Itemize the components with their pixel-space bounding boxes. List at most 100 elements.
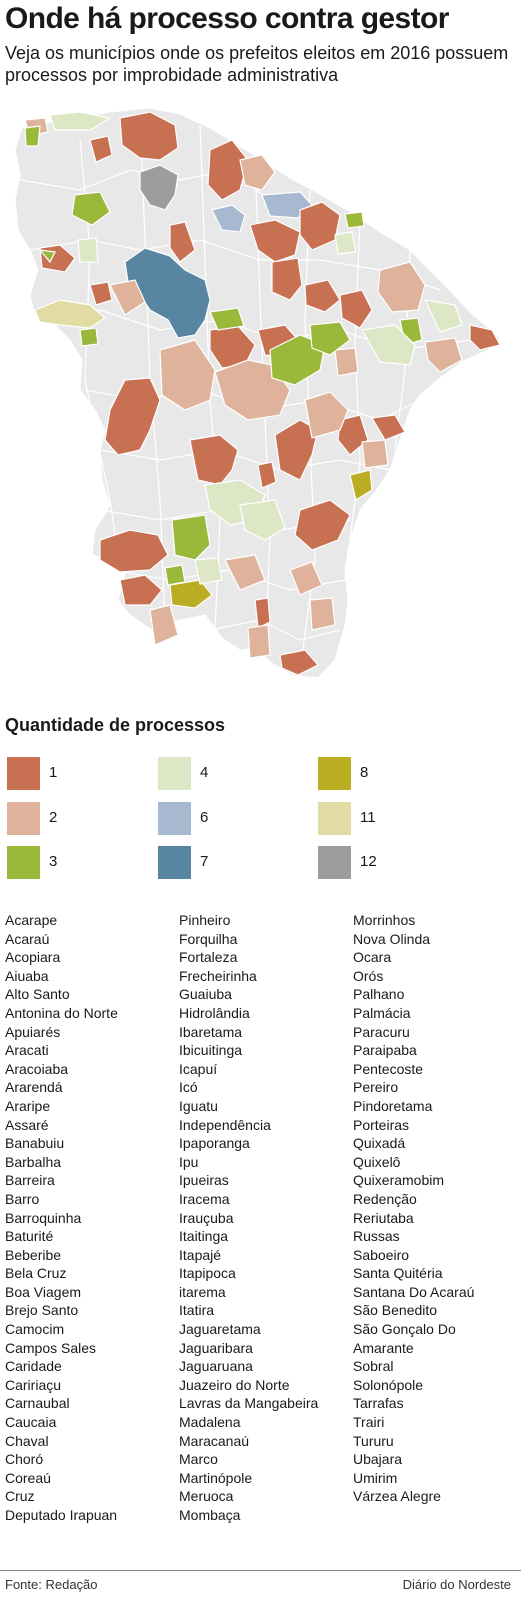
municipality-name: Acarape xyxy=(5,912,58,928)
region-3-processes xyxy=(209,307,245,331)
region-3-processes xyxy=(171,514,211,561)
municipality-name: Iracema xyxy=(179,1190,230,1207)
legend-label: 6 xyxy=(200,809,209,826)
municipality-name: Jaguaribara xyxy=(179,1339,253,1356)
municipality-name: Ipu xyxy=(179,1153,199,1170)
legend-label: 12 xyxy=(360,853,377,870)
region-1-process xyxy=(339,289,373,329)
municipality-name: Campos Sales xyxy=(5,1339,97,1356)
municipality-name: Aiuaba xyxy=(5,967,49,984)
region-2-processes xyxy=(361,439,389,469)
region-3-processes xyxy=(164,564,186,586)
municipality-name: Paraipaba xyxy=(353,1042,417,1059)
ceara-choropleth-map xyxy=(14,107,501,679)
municipality-name: Barreira xyxy=(5,1172,55,1189)
municipality-name: Tururu xyxy=(353,1432,394,1449)
region-4-processes xyxy=(77,237,99,263)
municipality-name: Quixeramobim xyxy=(353,1172,445,1189)
municipality-name: Acaraú xyxy=(5,930,50,947)
municipality-name: Banabuiu xyxy=(5,1135,65,1152)
municipality-name: Ipueiras xyxy=(179,1172,229,1189)
legend-swatch xyxy=(7,757,40,790)
municipality-name: Cruz xyxy=(5,1488,35,1505)
footer-source: Fonte: Redação xyxy=(5,1577,98,1592)
region-8-processes-a xyxy=(169,579,213,609)
municipality-name: Palhano xyxy=(353,986,405,1003)
municipality-name: Coreaú xyxy=(5,1469,51,1486)
municipality-name: Morrinhos xyxy=(353,912,416,928)
municipality-name: Juazeiro do Norte xyxy=(179,1376,290,1393)
municipality-name: São Gonçalo Do xyxy=(353,1321,456,1338)
legend-swatch xyxy=(318,757,351,790)
region-2-processes xyxy=(377,261,426,313)
region-3-processes xyxy=(309,321,351,356)
region-4-processes xyxy=(361,324,416,366)
region-2-processes xyxy=(109,279,146,316)
municipality-name: Caririaçu xyxy=(5,1376,62,1393)
legend-swatch xyxy=(318,802,351,835)
municipality-name: Ibicuitinga xyxy=(179,1042,243,1059)
municipality-name: Barbalha xyxy=(5,1153,62,1170)
municipality-name: Mombaça xyxy=(179,1507,241,1523)
municipality-name: Tarrafas xyxy=(353,1395,404,1412)
municipality-name: Maracanaú xyxy=(179,1432,250,1449)
municipality-list-column-3: Morrinhos Nova Olinda Ocara Orós Palhano Palm… xyxy=(353,911,474,1506)
region-1-process xyxy=(257,461,277,489)
municipality-name: Icó xyxy=(179,1079,198,1096)
region-1-process xyxy=(119,574,163,606)
region-6-processes-a xyxy=(211,204,246,233)
municipality-name: Carnaubal xyxy=(5,1395,70,1412)
region-1-process xyxy=(304,279,341,313)
region-1-process xyxy=(469,324,501,351)
municipality-name: Alto Santo xyxy=(5,986,70,1003)
municipality-name: Barro xyxy=(5,1190,40,1207)
municipality-name: Pentecoste xyxy=(353,1060,424,1077)
municipality-name: Frecheirinha xyxy=(179,967,257,984)
municipality-name: Quixadá xyxy=(353,1135,406,1152)
legend-label: 7 xyxy=(200,853,209,870)
municipality-name: Itapipoca xyxy=(179,1265,236,1282)
region-1-process xyxy=(274,419,319,481)
municipality-name: Caucaia xyxy=(5,1414,57,1431)
region-1-process xyxy=(189,434,239,486)
municipality-name: Deputado Irapuan xyxy=(5,1507,118,1523)
legend-label: 3 xyxy=(49,853,58,870)
region-3-processes xyxy=(24,125,41,147)
municipality-name: Orós xyxy=(353,967,384,984)
legend-swatch xyxy=(158,757,191,790)
region-1-process xyxy=(89,135,113,163)
municipality-name: Várzea Alegre xyxy=(353,1488,441,1505)
region-12-processes xyxy=(139,164,179,211)
legend-label: 8 xyxy=(360,764,369,781)
municipality-name: Iguatu xyxy=(179,1097,218,1114)
legend-label: 1 xyxy=(49,764,58,781)
region-1-process xyxy=(169,221,196,263)
region-2-processes xyxy=(149,604,179,646)
municipality-name: itarema xyxy=(179,1283,226,1300)
municipality-name: Guaiuba xyxy=(179,986,232,1003)
region-2-processes xyxy=(334,347,359,377)
region-1-process xyxy=(99,529,169,573)
municipality-name: Ibaretama xyxy=(179,1023,243,1040)
municipality-name: Nova Olinda xyxy=(353,930,431,947)
region-4-processes xyxy=(194,557,223,585)
region-2-processes xyxy=(424,337,463,373)
region-1-process xyxy=(371,414,406,441)
municipality-name: Bela Cruz xyxy=(5,1265,67,1282)
municipality-name: Amarante xyxy=(353,1339,414,1356)
municipality-list-column-2: Pinheiro Forquilha Fortaleza Frecheirinha Gu… xyxy=(179,911,318,1525)
legend-swatch xyxy=(158,802,191,835)
page-title: Onde há processo contra gestor xyxy=(5,2,449,35)
region-3-processes xyxy=(71,191,111,226)
region-1-process xyxy=(119,111,179,161)
municipality-name: Trairi xyxy=(353,1414,385,1431)
legend-label: 4 xyxy=(200,764,209,781)
municipality-list-column-1: Acarape Acaraú Acopiara Aiuaba Alto Santo Ant… xyxy=(5,911,118,1525)
municipality-name: Marco xyxy=(179,1451,218,1468)
municipality-name: Aracoiaba xyxy=(5,1060,69,1077)
municipality-name: Fortaleza xyxy=(179,949,238,966)
municipality-name: Itaitinga xyxy=(179,1228,229,1245)
region-3-processes xyxy=(344,211,365,229)
municipality-name: Icapuí xyxy=(179,1060,218,1077)
municipality-name: Umirim xyxy=(353,1469,398,1486)
